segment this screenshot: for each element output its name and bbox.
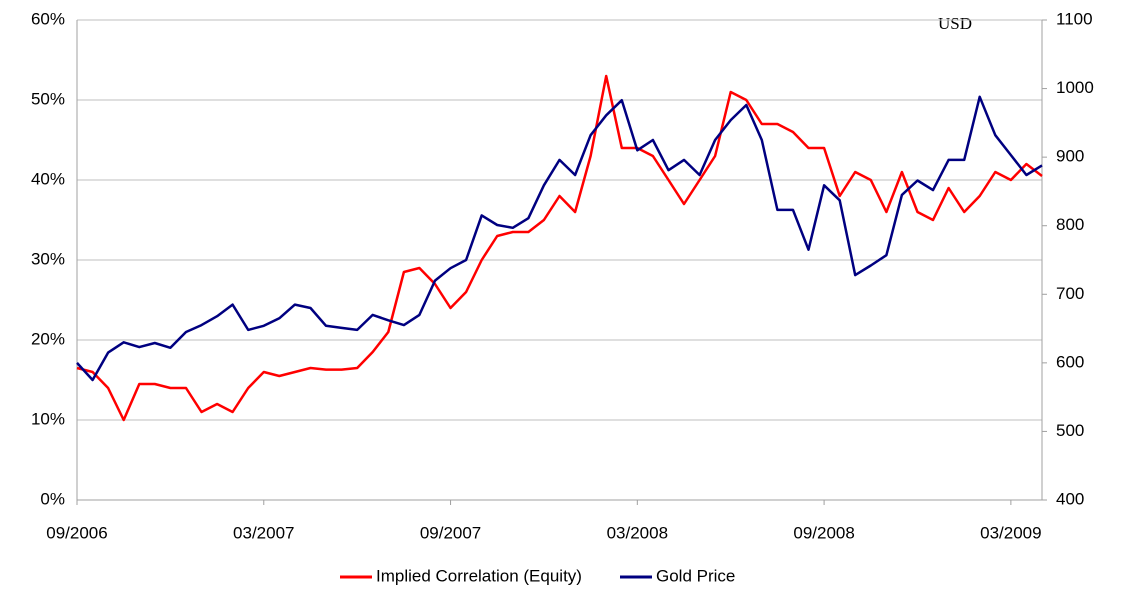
y2-tick-label: 600 [1056, 352, 1084, 371]
data-line [76, 74, 1043, 422]
x-tick-label: 03/2007 [233, 523, 294, 542]
x-tick-label: 03/2009 [980, 523, 1041, 542]
y2-tick-label: 1000 [1056, 78, 1094, 97]
y-tick-label: 0% [40, 489, 65, 508]
y-tick-label: 10% [31, 409, 65, 428]
legend-label: Gold Price [656, 566, 735, 585]
x-tick-label: 09/2007 [420, 523, 481, 542]
y-tick-label: 40% [31, 169, 65, 188]
x-tick-label: 03/2008 [607, 523, 668, 542]
y2-tick-label: 500 [1056, 421, 1084, 440]
legend-label: Implied Correlation (Equity) [376, 566, 582, 585]
y-tick-label: 30% [31, 249, 65, 268]
y2-tick-label: 400 [1056, 489, 1084, 508]
y-tick-label: 60% [31, 9, 65, 28]
y2-tick-label: 1100 [1056, 9, 1093, 28]
y2-tick-label: 800 [1056, 215, 1084, 234]
y2-tick-label: 900 [1056, 147, 1084, 166]
y-tick-label: 20% [31, 329, 65, 348]
y-tick-label: 50% [31, 89, 65, 108]
data-line [76, 95, 1043, 382]
annotation: USD [938, 14, 972, 33]
x-tick-label: 09/2006 [46, 523, 107, 542]
y2-tick-label: 700 [1056, 284, 1084, 303]
x-tick-label: 09/2008 [793, 523, 854, 542]
